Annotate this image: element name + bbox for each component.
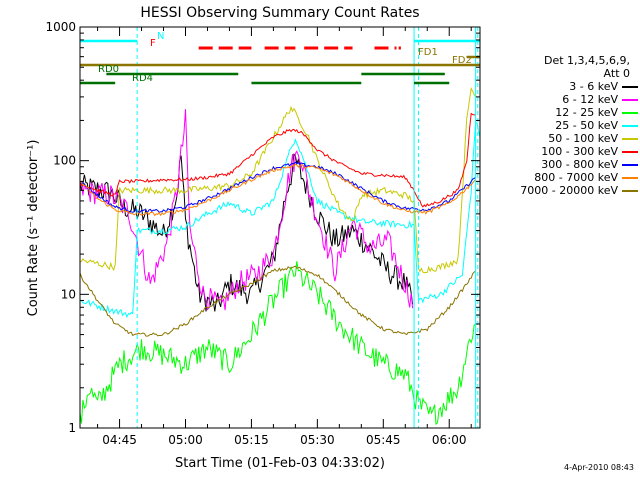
legend-swatch bbox=[622, 151, 638, 153]
flag-label-rd0: RD0 bbox=[98, 64, 119, 75]
legend-swatch bbox=[622, 86, 638, 88]
chart-title: HESSI Observing Summary Count Rates bbox=[140, 5, 419, 21]
series-line-6-12-kev bbox=[79, 109, 414, 311]
generated-timestamp: 4-Apr-2010 08:43 bbox=[564, 463, 634, 472]
x-tick-label: 04:45 bbox=[102, 433, 137, 447]
legend-entries: 3 - 6 keV 6 - 12 keV 12 - 25 keV 25 - 50 ke… bbox=[490, 80, 640, 197]
flag-label-fd1: FD1 bbox=[418, 47, 438, 58]
series-line-25-50-kev bbox=[79, 121, 481, 319]
flag-label-rd4: RD4 bbox=[132, 73, 153, 84]
series-line-3-6-kev bbox=[79, 153, 414, 312]
series-line-100-300-kev bbox=[79, 112, 476, 208]
x-tick-label: 05:30 bbox=[300, 433, 335, 447]
legend-entry-7000-20000-kev: 7000 - 20000 keV bbox=[490, 184, 640, 197]
x-axis-label: Start Time (01-Feb-03 04:33:02) bbox=[175, 456, 385, 471]
legend-header-line-1: Det 1,3,4,5,6,9, bbox=[543, 54, 630, 67]
legend-entry-label: 3 - 6 keV bbox=[569, 80, 618, 93]
legend-entry-12-25-kev: 12 - 25 keV bbox=[490, 106, 640, 119]
legend-swatch bbox=[622, 112, 638, 114]
legend-swatch bbox=[622, 177, 638, 179]
legend-entry-100-300-kev: 100 - 300 keV bbox=[490, 145, 640, 158]
legend-swatch bbox=[622, 138, 638, 140]
legend-entry-label: 7000 - 20000 keV bbox=[520, 184, 618, 197]
legend-entry-800-7000-kev: 800 - 7000 keV bbox=[490, 171, 640, 184]
legend-entry-label: 6 - 12 keV bbox=[562, 93, 618, 106]
y-tick-label: 100 bbox=[53, 154, 76, 168]
x-tick-label: 05:00 bbox=[168, 433, 203, 447]
legend-entry-label: 12 - 25 keV bbox=[555, 106, 618, 119]
legend-entry-25-50-kev: 25 - 50 keV bbox=[490, 119, 640, 132]
x-tick-label: 05:45 bbox=[366, 433, 401, 447]
legend-entry-label: 100 - 300 keV bbox=[541, 145, 618, 158]
plot-frame bbox=[79, 26, 481, 429]
y-tick-label: 1000 bbox=[45, 20, 76, 34]
legend-swatch bbox=[622, 125, 638, 127]
flag-label-f: F bbox=[150, 38, 156, 49]
legend-swatch bbox=[622, 190, 638, 192]
legend-entry-300-800-kev: 300 - 800 keV bbox=[490, 158, 640, 171]
plot-area: NF FD1 FD2 RD0 RD4 1 10 100 1000 04:45 05:00 05:15 0… bbox=[45, 20, 481, 447]
series-line-800-7000-kev bbox=[79, 163, 476, 217]
legend-entry-50-100-kev: 50 - 100 keV bbox=[490, 132, 640, 145]
legend-entry-6-12-kev: 6 - 12 keV bbox=[490, 93, 640, 106]
flag-label-fd2: FD2 bbox=[452, 55, 472, 66]
legend-entry-label: 300 - 800 keV bbox=[541, 158, 618, 171]
flag-label-n: N bbox=[157, 31, 164, 42]
series-line-50-100-kev bbox=[79, 86, 477, 274]
legend-entry-label: 800 - 7000 keV bbox=[534, 171, 618, 184]
x-tick-label: 06:00 bbox=[432, 433, 467, 447]
legend-entry-label: 25 - 50 keV bbox=[555, 119, 618, 132]
y-tick-label: 10 bbox=[61, 287, 76, 301]
legend-header-line-2: Att 0 bbox=[603, 67, 630, 80]
series-line-300-800-kev bbox=[79, 161, 476, 214]
x-tick-label: 05:15 bbox=[234, 433, 269, 447]
y-tick-label: 1 bbox=[68, 421, 76, 435]
legend: Det 1,3,4,5,6,9, Att 0 3 - 6 keV 6 - 12 k… bbox=[490, 54, 640, 197]
series-line-7000-20000-kev bbox=[79, 265, 476, 337]
legend-swatch bbox=[622, 164, 638, 166]
y-axis-label: Count Rate (s⁻¹ detector⁻¹) bbox=[26, 140, 41, 317]
legend-swatch bbox=[622, 99, 638, 101]
legend-entry-label: 50 - 100 keV bbox=[548, 132, 618, 145]
legend-entry-3-6-kev: 3 - 6 keV bbox=[490, 80, 640, 93]
series-line-12-25-kev bbox=[79, 261, 476, 426]
